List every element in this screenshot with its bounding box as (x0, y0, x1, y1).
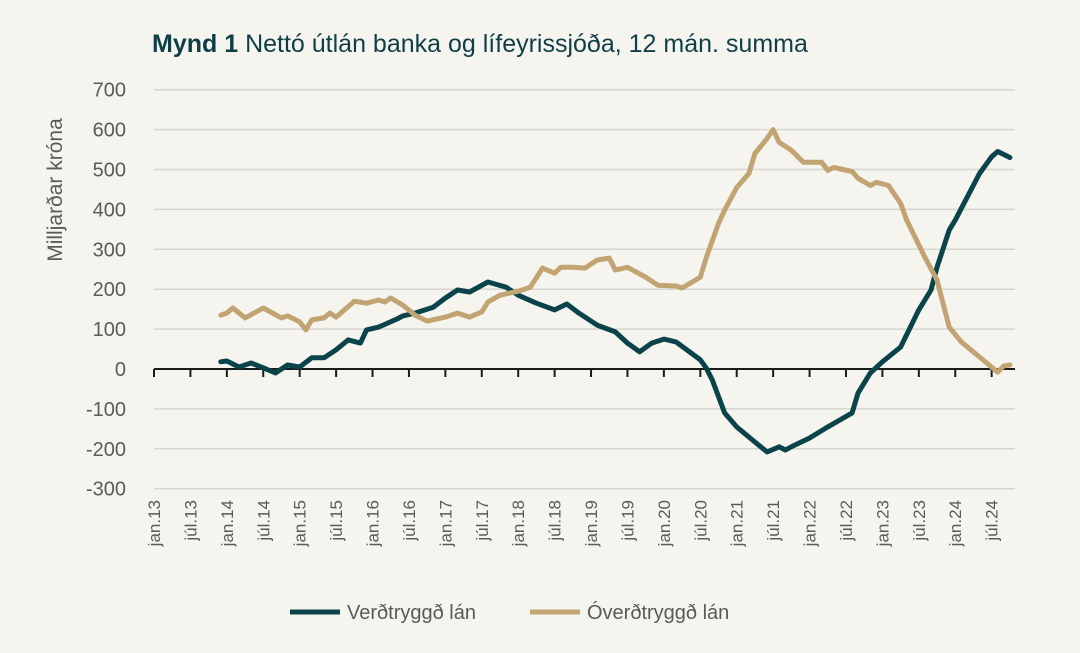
series-line-1 (218, 149, 1013, 455)
x-tick-label: júl.17 (473, 500, 492, 542)
y-tick-label: 0 (115, 359, 126, 381)
x-tick-label: júl.20 (691, 500, 710, 542)
y-tick-label: -200 (86, 439, 126, 461)
x-tick-label: júl.15 (327, 500, 346, 542)
x-tick-label: júl.19 (618, 500, 637, 542)
legend-label: Óverðtryggð lán (587, 601, 729, 624)
x-tick-label: jan.19 (582, 500, 601, 547)
y-tick-labels: 700 600 500 400 300 200 100 0 -100 -200 -300 (86, 80, 126, 501)
x-tick-label: jan.22 (801, 500, 820, 547)
x-tick-label: jan.15 (291, 500, 310, 547)
y-tick-label: 600 (93, 120, 126, 142)
x-tick-label: jan.20 (655, 500, 674, 547)
x-tick-label: júl.21 (764, 500, 783, 542)
y-axis-label: Milljarðar króna (44, 118, 67, 262)
legend: Verðtryggð lán Óverðtryggð lán (290, 601, 729, 624)
x-tick-label: júl.18 (546, 500, 565, 542)
legend-label: Verðtryggð lán (347, 602, 476, 624)
x-tick-label: júl.23 (910, 500, 929, 542)
y-tick-label: 700 (93, 80, 126, 102)
x-tick-label: jan.21 (728, 500, 747, 547)
y-tick-label: 400 (93, 199, 126, 221)
y-tick-label: 500 (93, 160, 126, 182)
gridlines (154, 88, 1015, 490)
y-tick-label: -300 (86, 479, 126, 501)
x-tick-label: jan.18 (509, 500, 528, 547)
x-tick-label: jan.14 (218, 500, 237, 547)
x-tick-label: jan.23 (873, 500, 892, 547)
series-line-2 (218, 127, 1013, 375)
x-tick-label: júl.22 (837, 500, 856, 542)
figure-number: Mynd 1 (152, 30, 239, 58)
x-tick-label: júl.13 (181, 500, 200, 542)
x-tick-label: jan.24 (946, 500, 965, 547)
x-tick-label: jan.17 (436, 500, 455, 547)
x-axis: jan.13 júl.13 jan.14 júl.14 jan.15 júl.15 jan.… (145, 368, 1015, 547)
x-tick-label: júl.16 (400, 500, 419, 542)
y-tick-label: -100 (86, 399, 126, 421)
series-lines (218, 127, 1013, 455)
x-tick-label: júl.24 (983, 500, 1002, 542)
y-tick-label: 100 (93, 319, 126, 341)
x-tick-label: jan.16 (364, 500, 383, 547)
y-tick-label: 300 (93, 239, 126, 261)
y-tick-label: 200 (93, 279, 126, 301)
chart-title: Mynd 1 Nettó útlán banka og lífeyrissjóð… (152, 30, 808, 59)
x-tick-label: júl.14 (254, 500, 273, 542)
title-text: Nettó útlán banka og lífeyrissjóða, 12 m… (245, 30, 808, 58)
x-tick-label: jan.13 (145, 500, 164, 547)
